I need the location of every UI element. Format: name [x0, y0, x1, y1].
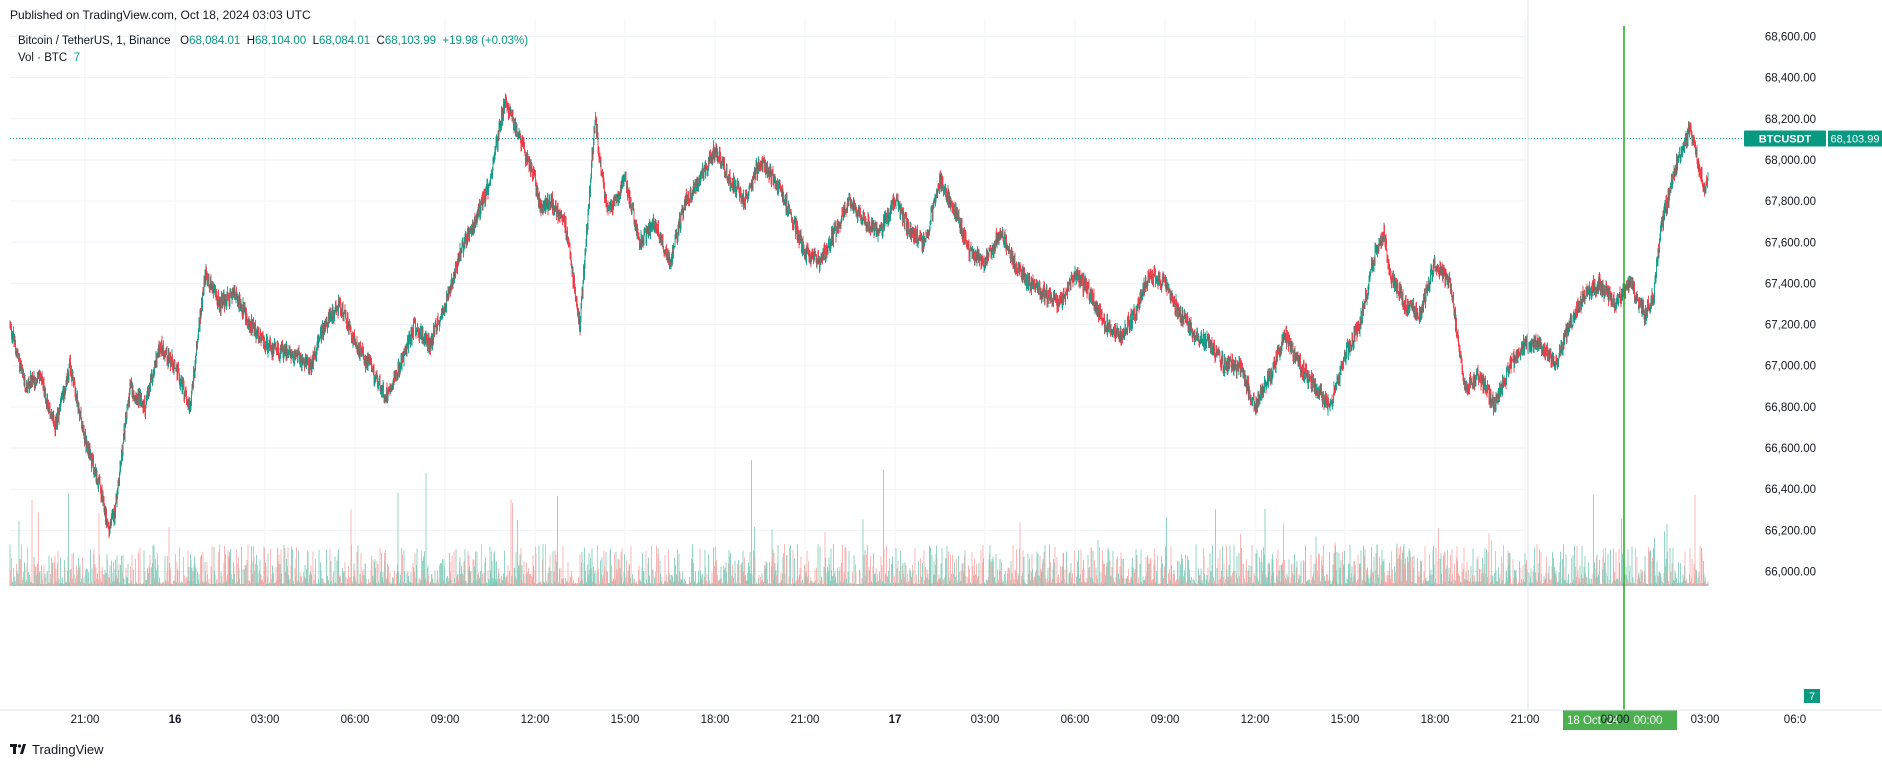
grid-lines — [10, 20, 1526, 588]
candlestick-series — [9, 93, 1709, 539]
volume-histogram — [9, 460, 1709, 586]
published-caption: Published on TradingView.com, Oct 18, 20… — [10, 8, 311, 22]
